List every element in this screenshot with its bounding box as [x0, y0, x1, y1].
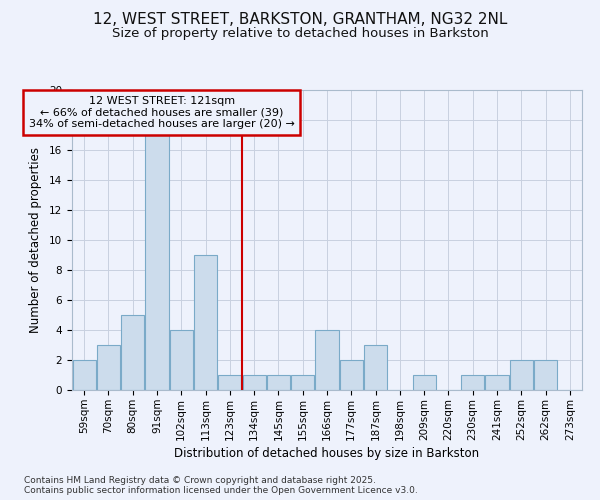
- Bar: [170, 330, 193, 390]
- Text: Contains HM Land Registry data © Crown copyright and database right 2025.
Contai: Contains HM Land Registry data © Crown c…: [24, 476, 418, 495]
- Bar: [267, 375, 290, 390]
- Bar: [242, 375, 266, 390]
- Bar: [461, 375, 484, 390]
- Text: 12, WEST STREET, BARKSTON, GRANTHAM, NG32 2NL: 12, WEST STREET, BARKSTON, GRANTHAM, NG3…: [93, 12, 507, 28]
- Bar: [340, 360, 363, 390]
- Bar: [291, 375, 314, 390]
- Bar: [364, 345, 387, 390]
- Bar: [97, 345, 120, 390]
- Bar: [413, 375, 436, 390]
- Bar: [218, 375, 241, 390]
- Bar: [316, 330, 338, 390]
- Y-axis label: Number of detached properties: Number of detached properties: [29, 147, 42, 333]
- Bar: [485, 375, 509, 390]
- Bar: [194, 255, 217, 390]
- Text: 12 WEST STREET: 121sqm
← 66% of detached houses are smaller (39)
34% of semi-det: 12 WEST STREET: 121sqm ← 66% of detached…: [29, 96, 295, 129]
- Bar: [145, 135, 169, 390]
- Bar: [73, 360, 95, 390]
- Bar: [534, 360, 557, 390]
- Text: Size of property relative to detached houses in Barkston: Size of property relative to detached ho…: [112, 28, 488, 40]
- Bar: [510, 360, 533, 390]
- Bar: [121, 315, 144, 390]
- X-axis label: Distribution of detached houses by size in Barkston: Distribution of detached houses by size …: [175, 446, 479, 460]
